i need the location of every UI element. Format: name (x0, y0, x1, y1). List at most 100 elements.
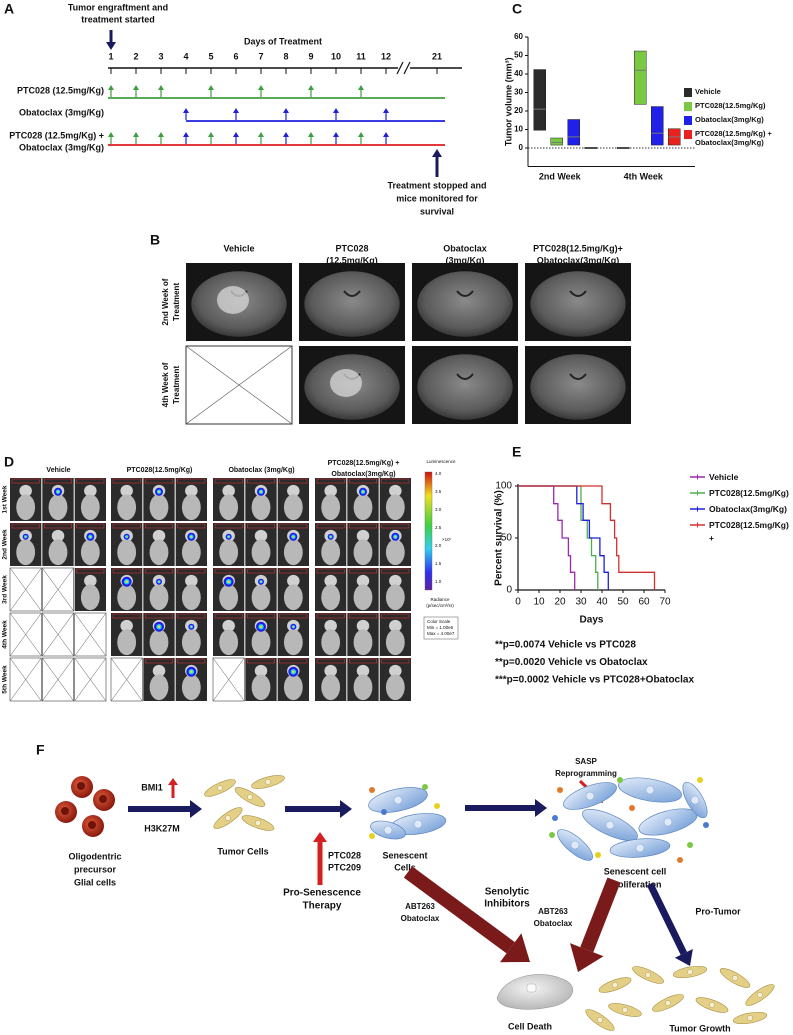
image-tag (316, 478, 345, 484)
legend-swatch (684, 88, 692, 97)
mouse-head (84, 574, 97, 587)
arrow-shaft (285, 113, 287, 120)
image-tag (76, 568, 105, 574)
sasp-factor (697, 777, 703, 783)
image-tag (247, 523, 275, 529)
colorbar-radiance: (p/sec/cm²/sr) (426, 603, 454, 608)
image-tag (279, 613, 308, 619)
image-tag (349, 568, 377, 574)
image-tag (279, 568, 308, 574)
day-label: 12 (381, 51, 391, 61)
panel-label: E (512, 444, 521, 460)
senescent-cell (368, 787, 428, 813)
legend-label-box: PTC028(12.5mg/Kg) (709, 488, 789, 498)
image-tag (247, 613, 275, 619)
day-label: 11 (356, 51, 366, 61)
mouse-body (16, 539, 36, 566)
axis-break (403, 61, 411, 75)
label: Senolytic (485, 887, 530, 898)
tumor-cell (672, 965, 708, 979)
sasp-factor (677, 857, 683, 863)
mouse-body (353, 584, 373, 611)
image-tag (145, 478, 173, 484)
arrow-head (383, 108, 389, 113)
column-header: Vehicle (46, 467, 70, 474)
signal-core (157, 625, 161, 629)
nucleus (393, 795, 403, 805)
label: Inhibitors (484, 899, 530, 910)
nucleus (732, 975, 738, 981)
x-tick-label: 40 (596, 597, 608, 608)
colorbar-tick: 2.5 (435, 525, 442, 530)
mouse-head (120, 484, 133, 497)
cross (185, 345, 293, 425)
nucleus (605, 820, 615, 830)
mouse-body (219, 539, 239, 566)
label: precursor (74, 864, 117, 874)
y-tick-label: 40 (514, 69, 523, 78)
image-tag (112, 613, 141, 619)
nucleus (217, 785, 223, 791)
arrow (358, 132, 364, 144)
p-value: **p=0.0074 Vehicle vs PTC028 (495, 640, 636, 651)
signal-core (89, 535, 92, 538)
mouse-head (84, 484, 97, 497)
image-tag (145, 613, 173, 619)
nucleus (61, 807, 69, 815)
start-note: treatment started (81, 14, 155, 24)
legend-label: PTC028(12.5mg/Kg) (695, 101, 766, 110)
tumor-cell (632, 966, 664, 984)
nucleus (585, 791, 595, 801)
arrow-head (133, 132, 139, 137)
mouse-body (219, 584, 239, 611)
mouse-head (222, 484, 235, 497)
survival-curve (518, 485, 599, 590)
arrow-head (190, 800, 202, 818)
image-tag (247, 568, 275, 574)
image-tag (145, 658, 173, 664)
signal-core (125, 580, 128, 584)
arrow-shaft (110, 90, 112, 97)
label: Reprogramming (555, 769, 617, 778)
row-label: Treatment (172, 366, 181, 405)
legend-label: Vehicle (695, 87, 721, 96)
mouse-body (181, 629, 201, 656)
senescent-cell (609, 838, 671, 858)
mouse-body (321, 494, 341, 521)
arrow-head (208, 132, 214, 137)
image-tag (214, 523, 243, 529)
sasp-factor (369, 833, 375, 839)
image-tag (145, 523, 173, 529)
tumor (217, 286, 249, 314)
signal-core (292, 535, 295, 538)
signal-core (190, 535, 193, 538)
nucleus (526, 983, 537, 993)
day-label: 6 (233, 51, 238, 61)
tumor-cell (241, 815, 275, 831)
end-note: Treatment stopped and (387, 180, 486, 190)
arrow-shaft (260, 137, 262, 144)
arrow-shaft (110, 137, 112, 144)
colorbar-scale: Color Scale (427, 619, 451, 624)
p-value: **p=0.0020 Vehicle vs Obatoclax (495, 657, 648, 668)
tumor-cell (745, 984, 775, 1006)
sasp-factor (422, 784, 428, 790)
arrow (646, 882, 693, 966)
arrow (108, 132, 114, 144)
arm-label: Obatoclax (3mg/Kg) (19, 107, 104, 117)
label: Cells (394, 862, 416, 872)
cross (9, 657, 42, 702)
label: ABT263 (405, 902, 435, 911)
y-axis-label: Percent survival (%) (494, 490, 505, 586)
mouse-body (251, 494, 271, 521)
nucleus (687, 969, 693, 975)
mouse-head (356, 574, 370, 587)
image-tag (247, 658, 275, 664)
arrow-head (358, 132, 364, 137)
mouse-head (185, 574, 198, 587)
mouse-body (117, 629, 137, 656)
mouse-body (353, 494, 373, 521)
arrow (183, 132, 189, 144)
sasp-factor (595, 852, 601, 858)
